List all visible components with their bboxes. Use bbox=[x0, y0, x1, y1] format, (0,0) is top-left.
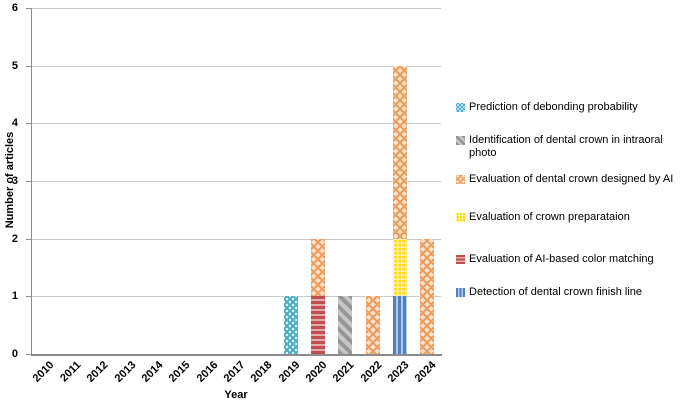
gridline bbox=[31, 123, 441, 124]
x-tick-label: 2011 bbox=[58, 359, 84, 385]
legend-swatch-finish_line bbox=[456, 288, 465, 297]
y-tick-label: 2 bbox=[11, 233, 18, 245]
legend-label: Prediction of debonding probability bbox=[469, 101, 638, 113]
legend-label: Evaluation of AI-based color matching bbox=[469, 253, 654, 265]
bar-segment-designed_by_ai bbox=[393, 65, 407, 239]
legend-item-color_matching: Evaluation of AI-based color matching bbox=[456, 253, 685, 266]
bar-segment-identification bbox=[338, 296, 353, 354]
legend-swatch-color_matching bbox=[456, 255, 465, 264]
legend-item-finish_line: Detection of dental crown finish line bbox=[456, 286, 685, 299]
y-tick-label: 6 bbox=[11, 2, 18, 14]
legend-swatch-preparation bbox=[456, 213, 465, 222]
x-tick-label: 2016 bbox=[194, 359, 221, 385]
x-tick-label: 2022 bbox=[358, 359, 385, 385]
gridline bbox=[31, 8, 441, 9]
bar-segment-designed_by_ai bbox=[420, 238, 435, 354]
legend-item-debonding: Prediction of debonding probability bbox=[456, 101, 685, 114]
x-tick-label: 2013 bbox=[112, 359, 139, 385]
x-tick-label: 2023 bbox=[385, 359, 412, 385]
y-tick-mark bbox=[26, 354, 31, 355]
y-tick-mark bbox=[26, 181, 31, 182]
legend-swatch-designed_by_ai bbox=[456, 175, 465, 184]
legend-label: Detection of dental crown finish line bbox=[469, 286, 643, 298]
legend-label: Identification of dental crown in intrao… bbox=[469, 134, 663, 159]
y-axis-line bbox=[31, 8, 32, 356]
x-tick-label: 2024 bbox=[413, 359, 439, 385]
gridline bbox=[31, 181, 441, 182]
bar-segment-debonding bbox=[283, 296, 298, 354]
y-tick-mark bbox=[26, 239, 31, 240]
legend-swatch-identification bbox=[456, 136, 465, 145]
gridline bbox=[31, 239, 441, 240]
legend-item-identification: Identification of dental crown in intrao… bbox=[456, 134, 685, 160]
x-tick-label: 2018 bbox=[249, 359, 275, 385]
legend-label: Evaluation of crown preparataion bbox=[469, 211, 630, 223]
x-tick-label: 2015 bbox=[167, 359, 193, 385]
x-tick-label: 2010 bbox=[30, 359, 57, 385]
x-tick-label: 2020 bbox=[303, 359, 330, 385]
x-tick-label: 2012 bbox=[85, 359, 111, 385]
gridline bbox=[31, 66, 441, 67]
legend-item-designed_by_ai: Evaluation of dental crown designed by A… bbox=[456, 173, 685, 186]
legend-label: Evaluation of dental crown designed by A… bbox=[469, 173, 674, 185]
x-tick-label: 2014 bbox=[139, 359, 166, 385]
legend-swatch-debonding bbox=[456, 103, 465, 112]
y-tick-mark bbox=[26, 296, 31, 297]
bar-segment-preparation bbox=[393, 238, 407, 297]
x-tick-label: 2021 bbox=[331, 359, 357, 385]
x-tick-label: 2019 bbox=[276, 359, 303, 385]
bar-segment-finish_line bbox=[393, 296, 407, 354]
y-tick-label: 5 bbox=[11, 60, 18, 72]
y-tick-mark bbox=[26, 66, 31, 67]
y-tick-mark bbox=[26, 123, 31, 124]
x-tick-label: 2017 bbox=[221, 359, 248, 385]
y-tick-label: 3 bbox=[11, 175, 18, 187]
legend-item-preparation: Evaluation of crown preparataion bbox=[456, 211, 685, 224]
y-tick-label: 4 bbox=[11, 117, 18, 129]
bar-segment-designed_by_ai bbox=[365, 296, 380, 354]
y-tick-mark bbox=[26, 8, 31, 9]
x-axis-line bbox=[31, 354, 442, 356]
x-axis-title: Year bbox=[224, 389, 248, 401]
gridline bbox=[31, 296, 441, 297]
bar-segment-color_matching bbox=[311, 296, 325, 354]
y-tick-label: 0 bbox=[11, 348, 18, 360]
y-tick-label: 1 bbox=[11, 290, 18, 302]
bar-segment-designed_by_ai bbox=[311, 238, 325, 297]
